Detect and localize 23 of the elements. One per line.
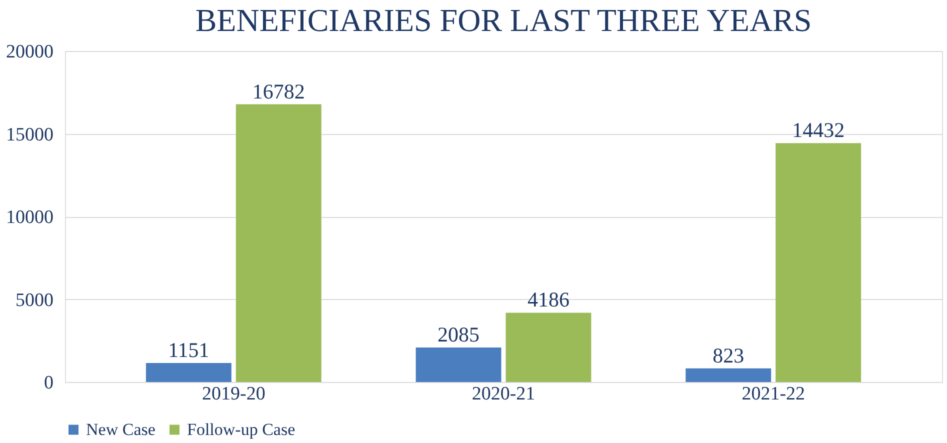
data-label: 4186: [527, 288, 570, 312]
legend-label: New Case: [86, 420, 156, 439]
bar: [686, 368, 772, 382]
y-tick-label: 10000: [6, 207, 54, 228]
bar: [776, 143, 862, 382]
bar: [506, 312, 592, 382]
bar: [236, 104, 322, 382]
y-tick-label: 20000: [6, 42, 54, 62]
data-label: 823: [712, 343, 744, 368]
bar: [146, 362, 232, 382]
data-label: 14432: [792, 118, 845, 142]
y-tick-label: 5000: [16, 290, 54, 311]
data-label: 1151: [168, 338, 210, 362]
x-tick-label: 2020-21: [472, 384, 536, 404]
y-tick-label: 0: [44, 372, 54, 394]
data-label: 16782: [252, 79, 305, 104]
bar: [416, 347, 502, 382]
legend-label: Follow-up Case: [187, 420, 296, 439]
data-label: 2085: [438, 322, 480, 346]
chart-title: BENEFICIARIES FOR LAST THREE YEARS: [195, 2, 812, 38]
y-tick-label: 15000: [6, 124, 54, 146]
x-tick-label: 2019-20: [202, 384, 266, 404]
x-tick-label: 2021-22: [742, 384, 806, 404]
